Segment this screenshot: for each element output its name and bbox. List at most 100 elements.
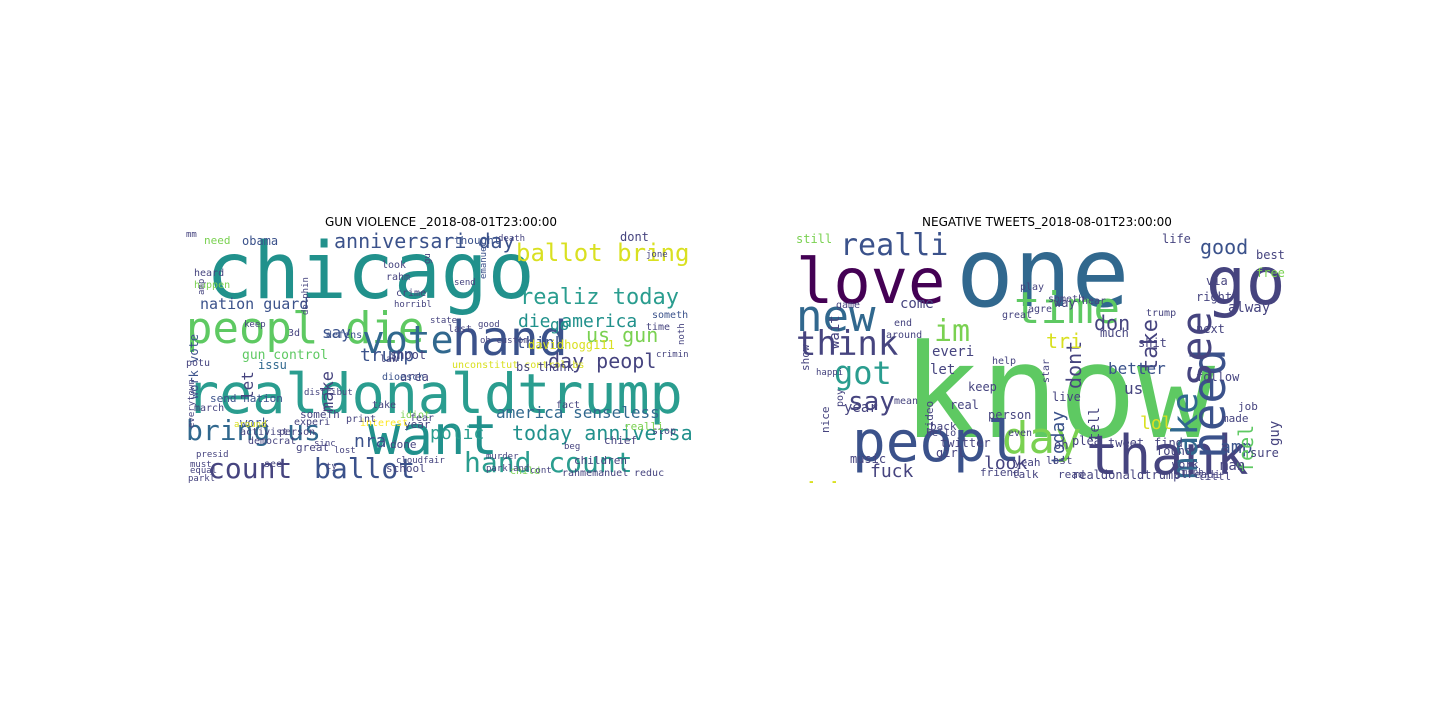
- left-cloud-word: cont: [530, 466, 552, 476]
- right-cloud-word: talk: [1012, 468, 1039, 481]
- left-cloud-word: rahmemanuel: [562, 468, 629, 479]
- right-cloud-word: poy: [835, 388, 846, 407]
- left-cloud-word: mm: [186, 231, 197, 240]
- right-cloud-word: nice: [819, 406, 832, 434]
- right-cloud-word: think: [796, 324, 899, 364]
- right-cloud-word: person: [988, 408, 1032, 422]
- left-cloud-word: count: [208, 452, 293, 483]
- right-cloud-word: life: [1162, 232, 1191, 246]
- right-cloud-word: don: [1094, 311, 1131, 335]
- right-cloud-word: oh: [1054, 438, 1069, 452]
- right-cloud-word: love: [796, 245, 946, 318]
- right-cloud-word: around: [886, 330, 923, 341]
- left-cloud-word: everytown: [187, 378, 197, 428]
- left-cloud-word: crimin: [656, 350, 689, 360]
- right-cloud-word: music: [850, 452, 887, 466]
- right-cloud-word: plea: [1072, 434, 1101, 448]
- left-cloud-word: oh custom: [480, 336, 529, 346]
- left-cloud-word: keep: [244, 320, 266, 330]
- left-cloud-word: done: [390, 438, 417, 451]
- right-cloud-word: alreadi: [1174, 468, 1221, 481]
- right-cloud-word: mean: [894, 396, 919, 407]
- left-cloud-word: send: [454, 278, 476, 288]
- right-cloud-word: find: [1154, 436, 1183, 450]
- left-cloud-word: need: [204, 234, 231, 247]
- left-cloud-word: last: [448, 324, 473, 335]
- right-cloud-word: guy: [1267, 420, 1283, 447]
- right-cloud-word: wait: [827, 314, 843, 349]
- left-cloud-word: death: [498, 234, 526, 244]
- left-cloud-word: year: [404, 418, 431, 431]
- left-cloud-word: dolphin: [301, 276, 311, 315]
- left-cloud-word: shoot: [390, 348, 427, 362]
- right-cloud-word: better: [1108, 359, 1166, 378]
- left-cloud-word: democrat: [248, 436, 297, 447]
- left-cloud-word: cloudfair: [396, 456, 445, 466]
- left-cloud-word: horribl: [394, 300, 432, 310]
- left-cloud-word: america senseless: [496, 403, 660, 422]
- right-cloud-word: someth: [1048, 294, 1085, 305]
- right-cloud-word: even: [1008, 428, 1033, 439]
- left-cloud-word: parkl: [188, 474, 216, 484]
- right-cloud-word: much: [1100, 326, 1129, 340]
- left-cloud-word: look: [382, 260, 407, 271]
- right-cloud-word: end: [894, 318, 913, 329]
- right-cloud-word: read: [1058, 468, 1085, 481]
- left-cloud-word: crime: [396, 288, 427, 299]
- left-cloud-word: thought: [454, 234, 501, 247]
- right-cloud-word: way: [1054, 296, 1076, 310]
- left-cloud-word: state: [430, 316, 458, 326]
- right-cloud-word: year: [844, 400, 878, 416]
- left-wordcloud: chicago peopl die vote hand realdonaldtrump w…: [186, 231, 696, 483]
- left-cloud-word: realli: [624, 420, 664, 433]
- right-cloud-word: got: [834, 354, 892, 392]
- left-cloud-word: anniversari day: [334, 231, 515, 253]
- right-wordcloud-panel: NEGATIVE TWEETS_2018-08-01T23:00:00 know…: [796, 215, 1298, 483]
- left-cloud-word: parkland: [486, 464, 530, 474]
- right-cloud-word: right: [1196, 290, 1233, 304]
- left-cloud-word: davidhogg111: [528, 338, 615, 352]
- right-cloud-word: man: [1220, 458, 1246, 474]
- right-cloud-word: alway: [1228, 300, 1271, 316]
- right-cloud-word: trump: [1146, 308, 1177, 319]
- left-cloud-word: happen: [194, 280, 231, 291]
- right-cloud-word: via: [1206, 274, 1228, 288]
- left-cloud-word: lost: [334, 446, 356, 456]
- right-cloud-word: next: [1196, 322, 1225, 336]
- left-cloud-word: children: [574, 454, 627, 467]
- left-cloud-word: time: [646, 322, 671, 333]
- right-cloud-word: us: [1124, 379, 1144, 398]
- left-cloud-word: activist: [240, 427, 289, 438]
- left-cloud-word: heard: [194, 268, 225, 279]
- left-cloud-word: stop: [652, 426, 677, 437]
- left-cloud-word: realdonaldtrump: [186, 362, 683, 426]
- left-cloud-word: someth: [652, 310, 689, 321]
- right-cloud-word: come: [900, 296, 934, 312]
- right-cloud-word: sure: [1250, 446, 1279, 460]
- right-cloud-word: job: [1238, 400, 1258, 413]
- left-cloud-word: ty: [326, 462, 337, 472]
- left-cloud-word: gu: [423, 252, 433, 264]
- right-cloud-word: littl: [1198, 470, 1232, 483]
- left-cloud-word: vote: [362, 318, 454, 362]
- right-cloud-word: one: [956, 231, 1130, 329]
- left-cloud-word: fact: [556, 400, 581, 411]
- left-cloud-word: hand: [452, 311, 568, 367]
- left-cloud-word: interest: [360, 418, 409, 429]
- right-wordcloud: knowonelovegopeoplthanktimenewwantdaynee…: [796, 231, 1298, 483]
- left-cloud-word: issu: [258, 358, 287, 372]
- right-cloud-word: show: [799, 344, 812, 372]
- left-cloud-word: child: [510, 466, 541, 477]
- left-cloud-word: idiot: [400, 410, 431, 421]
- left-cloud-word: somefh: [300, 408, 340, 421]
- left-cloud-word: realiz today: [520, 285, 679, 310]
- right-cloud-word: found: [1156, 444, 1193, 458]
- right-cloud-word: lol: [1140, 413, 1173, 434]
- left-cloud-word: march: [194, 403, 225, 414]
- right-cloud-word: game: [836, 300, 861, 311]
- left-cloud-word: chief: [604, 434, 638, 447]
- left-cloud-word: law: [380, 354, 399, 365]
- right-cloud-word: keep: [968, 380, 997, 394]
- right-cloud-word: twitter: [940, 436, 991, 450]
- right-wordcloud-title: NEGATIVE TWEETS_2018-08-01T23:00:00: [922, 215, 1172, 229]
